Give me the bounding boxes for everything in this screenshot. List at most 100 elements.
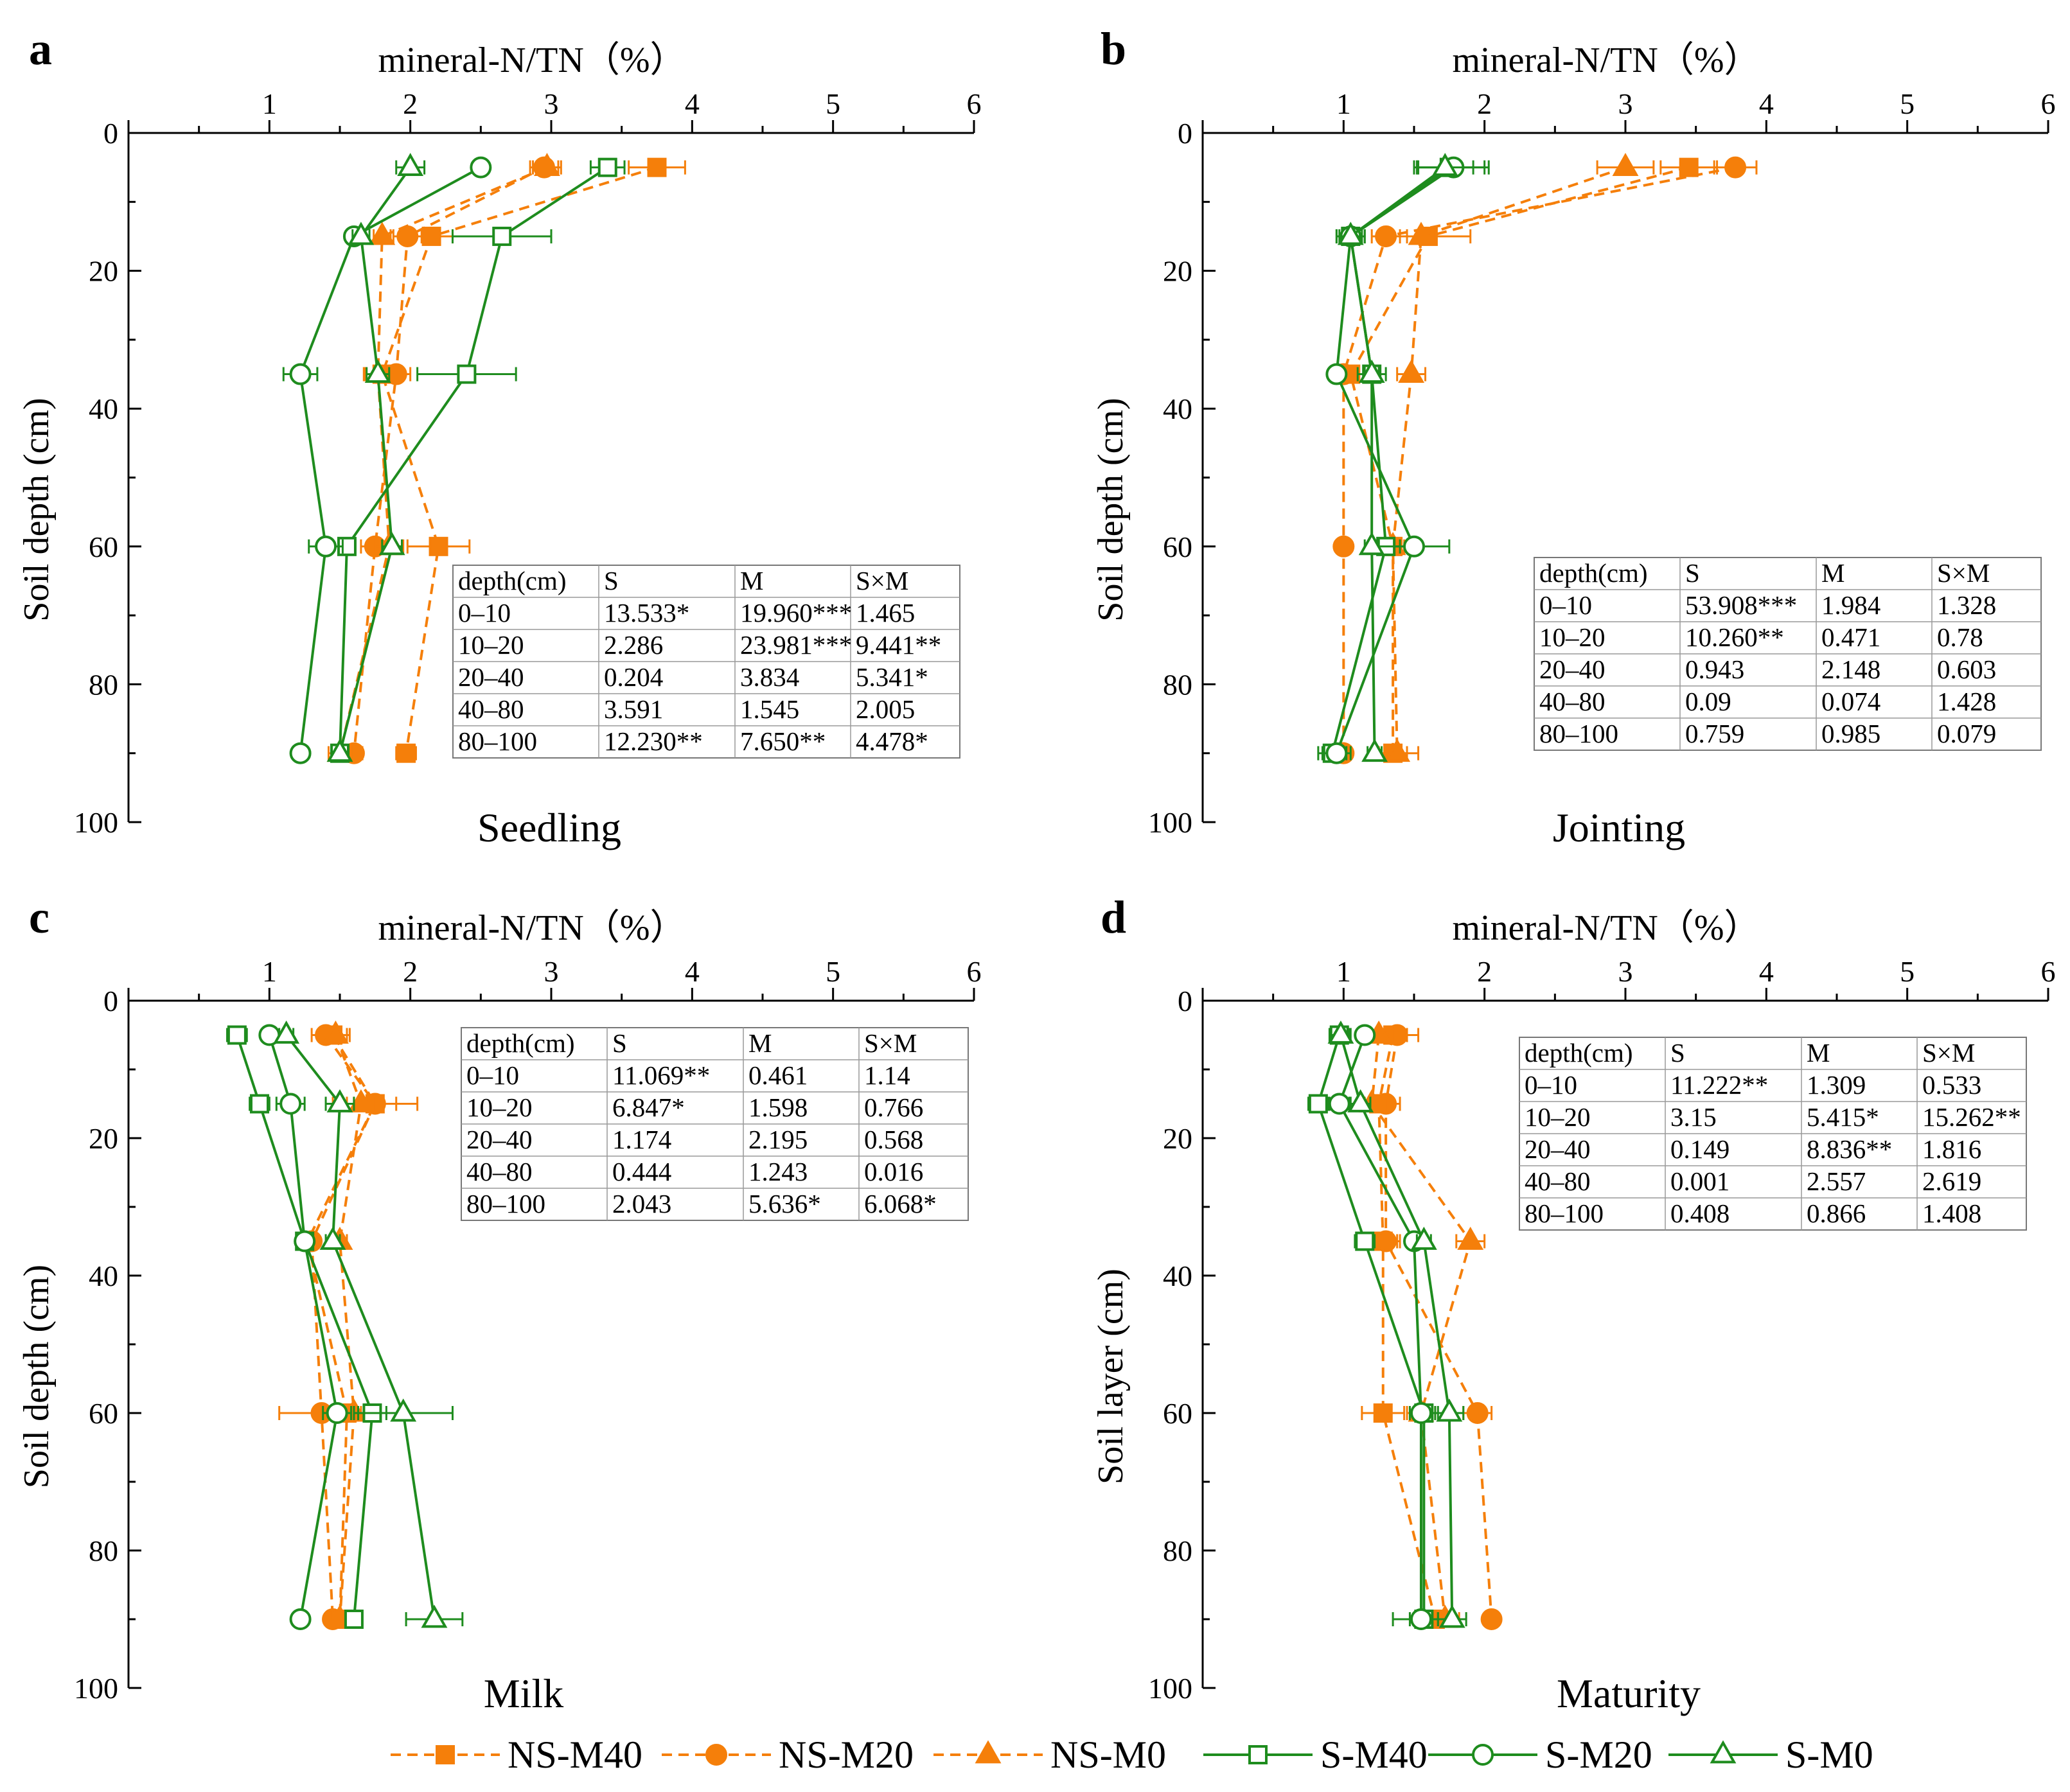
data-point [1375, 225, 1397, 247]
table-cell: 10–20 [458, 630, 524, 660]
y-tick-label: 100 [1148, 1672, 1192, 1705]
data-point [1410, 1608, 1432, 1630]
table-cell: 2.195 [748, 1125, 808, 1154]
legend-label: S-M40 [1320, 1734, 1428, 1776]
stage-label: Seedling [477, 805, 621, 850]
legend-item-ns-m0: NS-M0 [933, 1734, 1166, 1776]
data-point [597, 157, 617, 177]
x-tick-label: 5 [826, 955, 840, 988]
table-cell: 3.15 [1670, 1102, 1717, 1132]
x-axis-title: mineral-N/TN（%） [378, 908, 686, 948]
y-tick-label: 20 [89, 255, 118, 288]
table-cell: 23.981*** [740, 630, 852, 660]
x-tick-label: 1 [262, 955, 277, 988]
x-tick-label: 5 [1900, 955, 1915, 988]
table-cell: 11.069** [612, 1060, 710, 1090]
panel-letter: d [1101, 892, 1126, 943]
table-cell: 2.619 [1922, 1166, 1981, 1196]
y-tick-label: 0 [1178, 117, 1192, 150]
series-s-m20 [1321, 156, 1490, 764]
x-tick-label: 5 [826, 87, 840, 120]
legend-item-s-m20: S-M20 [1428, 1734, 1652, 1776]
y-tick-label: 20 [1163, 255, 1192, 288]
table-cell: 0.408 [1670, 1199, 1729, 1228]
x-tick-label: 6 [967, 87, 982, 120]
data-point [1361, 739, 1388, 762]
series-line [339, 166, 548, 754]
series-line [285, 1034, 436, 1620]
anova-table: depth(cm) S M S×M 0–10 13.533* 19.960*** 1.465 1… [452, 565, 960, 759]
data-point [322, 1020, 349, 1044]
table-header-cell: S×M [1922, 1038, 1975, 1067]
data-point [1410, 1402, 1432, 1424]
data-point [326, 739, 353, 762]
data-point [279, 1093, 302, 1115]
table-cell: 53.908*** [1685, 590, 1797, 620]
data-point [1327, 1020, 1354, 1044]
table-cell: 0.78 [1937, 622, 1983, 652]
table-cell: 80–100 [466, 1189, 545, 1218]
table-cell: 80–100 [458, 726, 537, 756]
series-line [1377, 1035, 1437, 1620]
legend-marker [1248, 1745, 1268, 1764]
table-cell: 0.016 [864, 1157, 923, 1186]
table-cell: 1.309 [1807, 1070, 1866, 1100]
data-point [1436, 1398, 1463, 1422]
data-point [1457, 1226, 1484, 1250]
table-cell: 1.545 [740, 694, 799, 724]
series-ns-m20 [1370, 1024, 1503, 1630]
table-header-cell: S×M [864, 1028, 917, 1058]
table-header-cell: depth(cm) [1525, 1038, 1632, 1067]
x-tick-label: 3 [1618, 955, 1633, 988]
data-point [227, 1025, 247, 1045]
table-cell: 0–10 [1525, 1070, 1577, 1100]
table-header-cell: M [1807, 1038, 1830, 1067]
x-tick-label: 6 [2041, 87, 2056, 120]
legend-label: NS-M40 [508, 1734, 642, 1776]
table-header-cell: S [612, 1028, 627, 1058]
data-point [397, 152, 424, 177]
legend-item-ns-m40: NS-M40 [391, 1734, 642, 1776]
table-cell: 5.415* [1807, 1102, 1879, 1132]
table-cell: 1.408 [1922, 1199, 1981, 1228]
x-tick-label: 5 [1900, 87, 1915, 120]
legend-label: NS-M20 [779, 1734, 914, 1776]
anova-table: depth(cm) S M S×M 0–10 11.069** 0.461 1.14 10–20… [461, 1027, 969, 1221]
data-point [421, 1604, 448, 1628]
y-tick-label: 40 [1163, 392, 1192, 425]
legend-item-ns-m20: NS-M20 [662, 1734, 914, 1776]
series-line [235, 1034, 374, 1620]
data-point [1328, 1093, 1350, 1115]
table-cell: 13.533* [604, 598, 689, 628]
table-cell: 8.836** [1807, 1134, 1892, 1164]
table-cell: 0.766 [864, 1093, 923, 1122]
table-header-cell: S [1670, 1038, 1685, 1067]
x-tick-label: 2 [1477, 955, 1492, 988]
legend-marker [1472, 1744, 1494, 1766]
table-cell: 0.204 [604, 662, 663, 692]
series-s-m0 [273, 1020, 464, 1628]
x-tick-label: 1 [1336, 955, 1351, 988]
table-cell: 6.847* [612, 1093, 685, 1122]
data-point [1375, 1230, 1397, 1252]
table-cell: 0.533 [1922, 1070, 1981, 1100]
series-line [1342, 166, 1736, 753]
stage-label: Maturity [1557, 1671, 1701, 1716]
series-s-m40 [226, 1025, 387, 1629]
table-cell: 1.816 [1922, 1134, 1981, 1164]
x-tick-label: 3 [544, 87, 559, 120]
table-cell: 10–20 [466, 1093, 533, 1122]
y-tick-label: 80 [1163, 1534, 1192, 1567]
y-tick-label: 0 [103, 985, 118, 1017]
series-line [380, 166, 658, 754]
data-point [1398, 359, 1425, 383]
x-tick-label: 6 [2041, 955, 2056, 988]
y-tick-label: 60 [89, 531, 118, 563]
data-point [1308, 1094, 1328, 1114]
table-cell: 0.866 [1807, 1199, 1866, 1228]
anova-table: depth(cm) S M S×M 0–10 11.222** 1.309 0.533 10–2… [1519, 1037, 2027, 1231]
table-cell: 1.174 [612, 1125, 671, 1154]
data-point [396, 743, 416, 763]
data-point [378, 532, 405, 556]
y-axis-title: Soil layer (cm) [1091, 1269, 1131, 1484]
